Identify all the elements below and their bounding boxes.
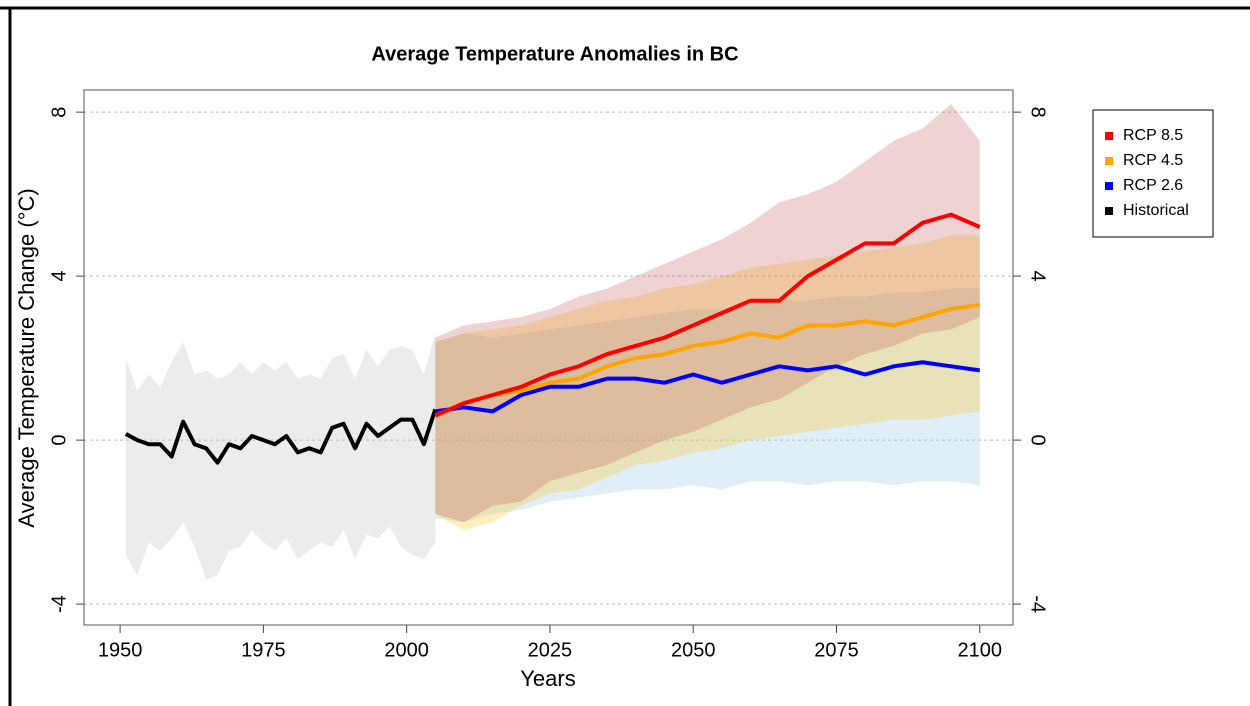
- x-tick-label: 2025: [528, 639, 573, 661]
- range-band: [435, 103, 980, 523]
- y2-tick-label: 8: [1027, 107, 1049, 118]
- legend-label: RCP 8.5: [1123, 127, 1183, 144]
- y-tick-label: 8: [48, 107, 70, 118]
- y-tick-label: 0: [48, 435, 70, 446]
- x-tick-label: 2075: [814, 639, 859, 661]
- y2-tick-label: 4: [1027, 271, 1049, 282]
- legend-box: [1092, 109, 1214, 238]
- chart-title: Average Temperature Anomalies in BC: [371, 43, 738, 65]
- x-tick-label: 2050: [671, 639, 716, 661]
- y2-tick-label: -4: [1027, 595, 1049, 613]
- series-line: [434, 302, 981, 418]
- x-tick-label: 1975: [241, 639, 286, 661]
- legend-swatch: [1105, 157, 1113, 165]
- range-band: [435, 288, 980, 523]
- x-tick-label: 1950: [98, 639, 143, 661]
- range-band: [125, 333, 436, 580]
- legend-swatch: [1105, 207, 1113, 215]
- legend-label: RCP 4.5: [1123, 152, 1183, 169]
- legend-swatch: [1105, 132, 1113, 140]
- range-band: [435, 235, 980, 531]
- y-axis-label: Average Temperature Change (°C): [14, 188, 39, 527]
- y-tick-label: -4: [48, 595, 70, 613]
- series-line: [124, 408, 438, 465]
- series-line: [434, 212, 981, 418]
- legend-swatch: [1105, 182, 1113, 190]
- plot-frame: [83, 89, 1014, 626]
- series-line: [435, 360, 981, 414]
- y2-tick-label: 0: [1027, 435, 1049, 446]
- x-tick-label: 2100: [958, 639, 1003, 661]
- legend-label: Historical: [1123, 202, 1189, 219]
- x-axis-label: Years: [520, 666, 575, 691]
- x-tick-label: 2000: [384, 639, 429, 661]
- y-tick-label: 4: [48, 271, 70, 282]
- legend-label: RCP 2.6: [1123, 177, 1183, 194]
